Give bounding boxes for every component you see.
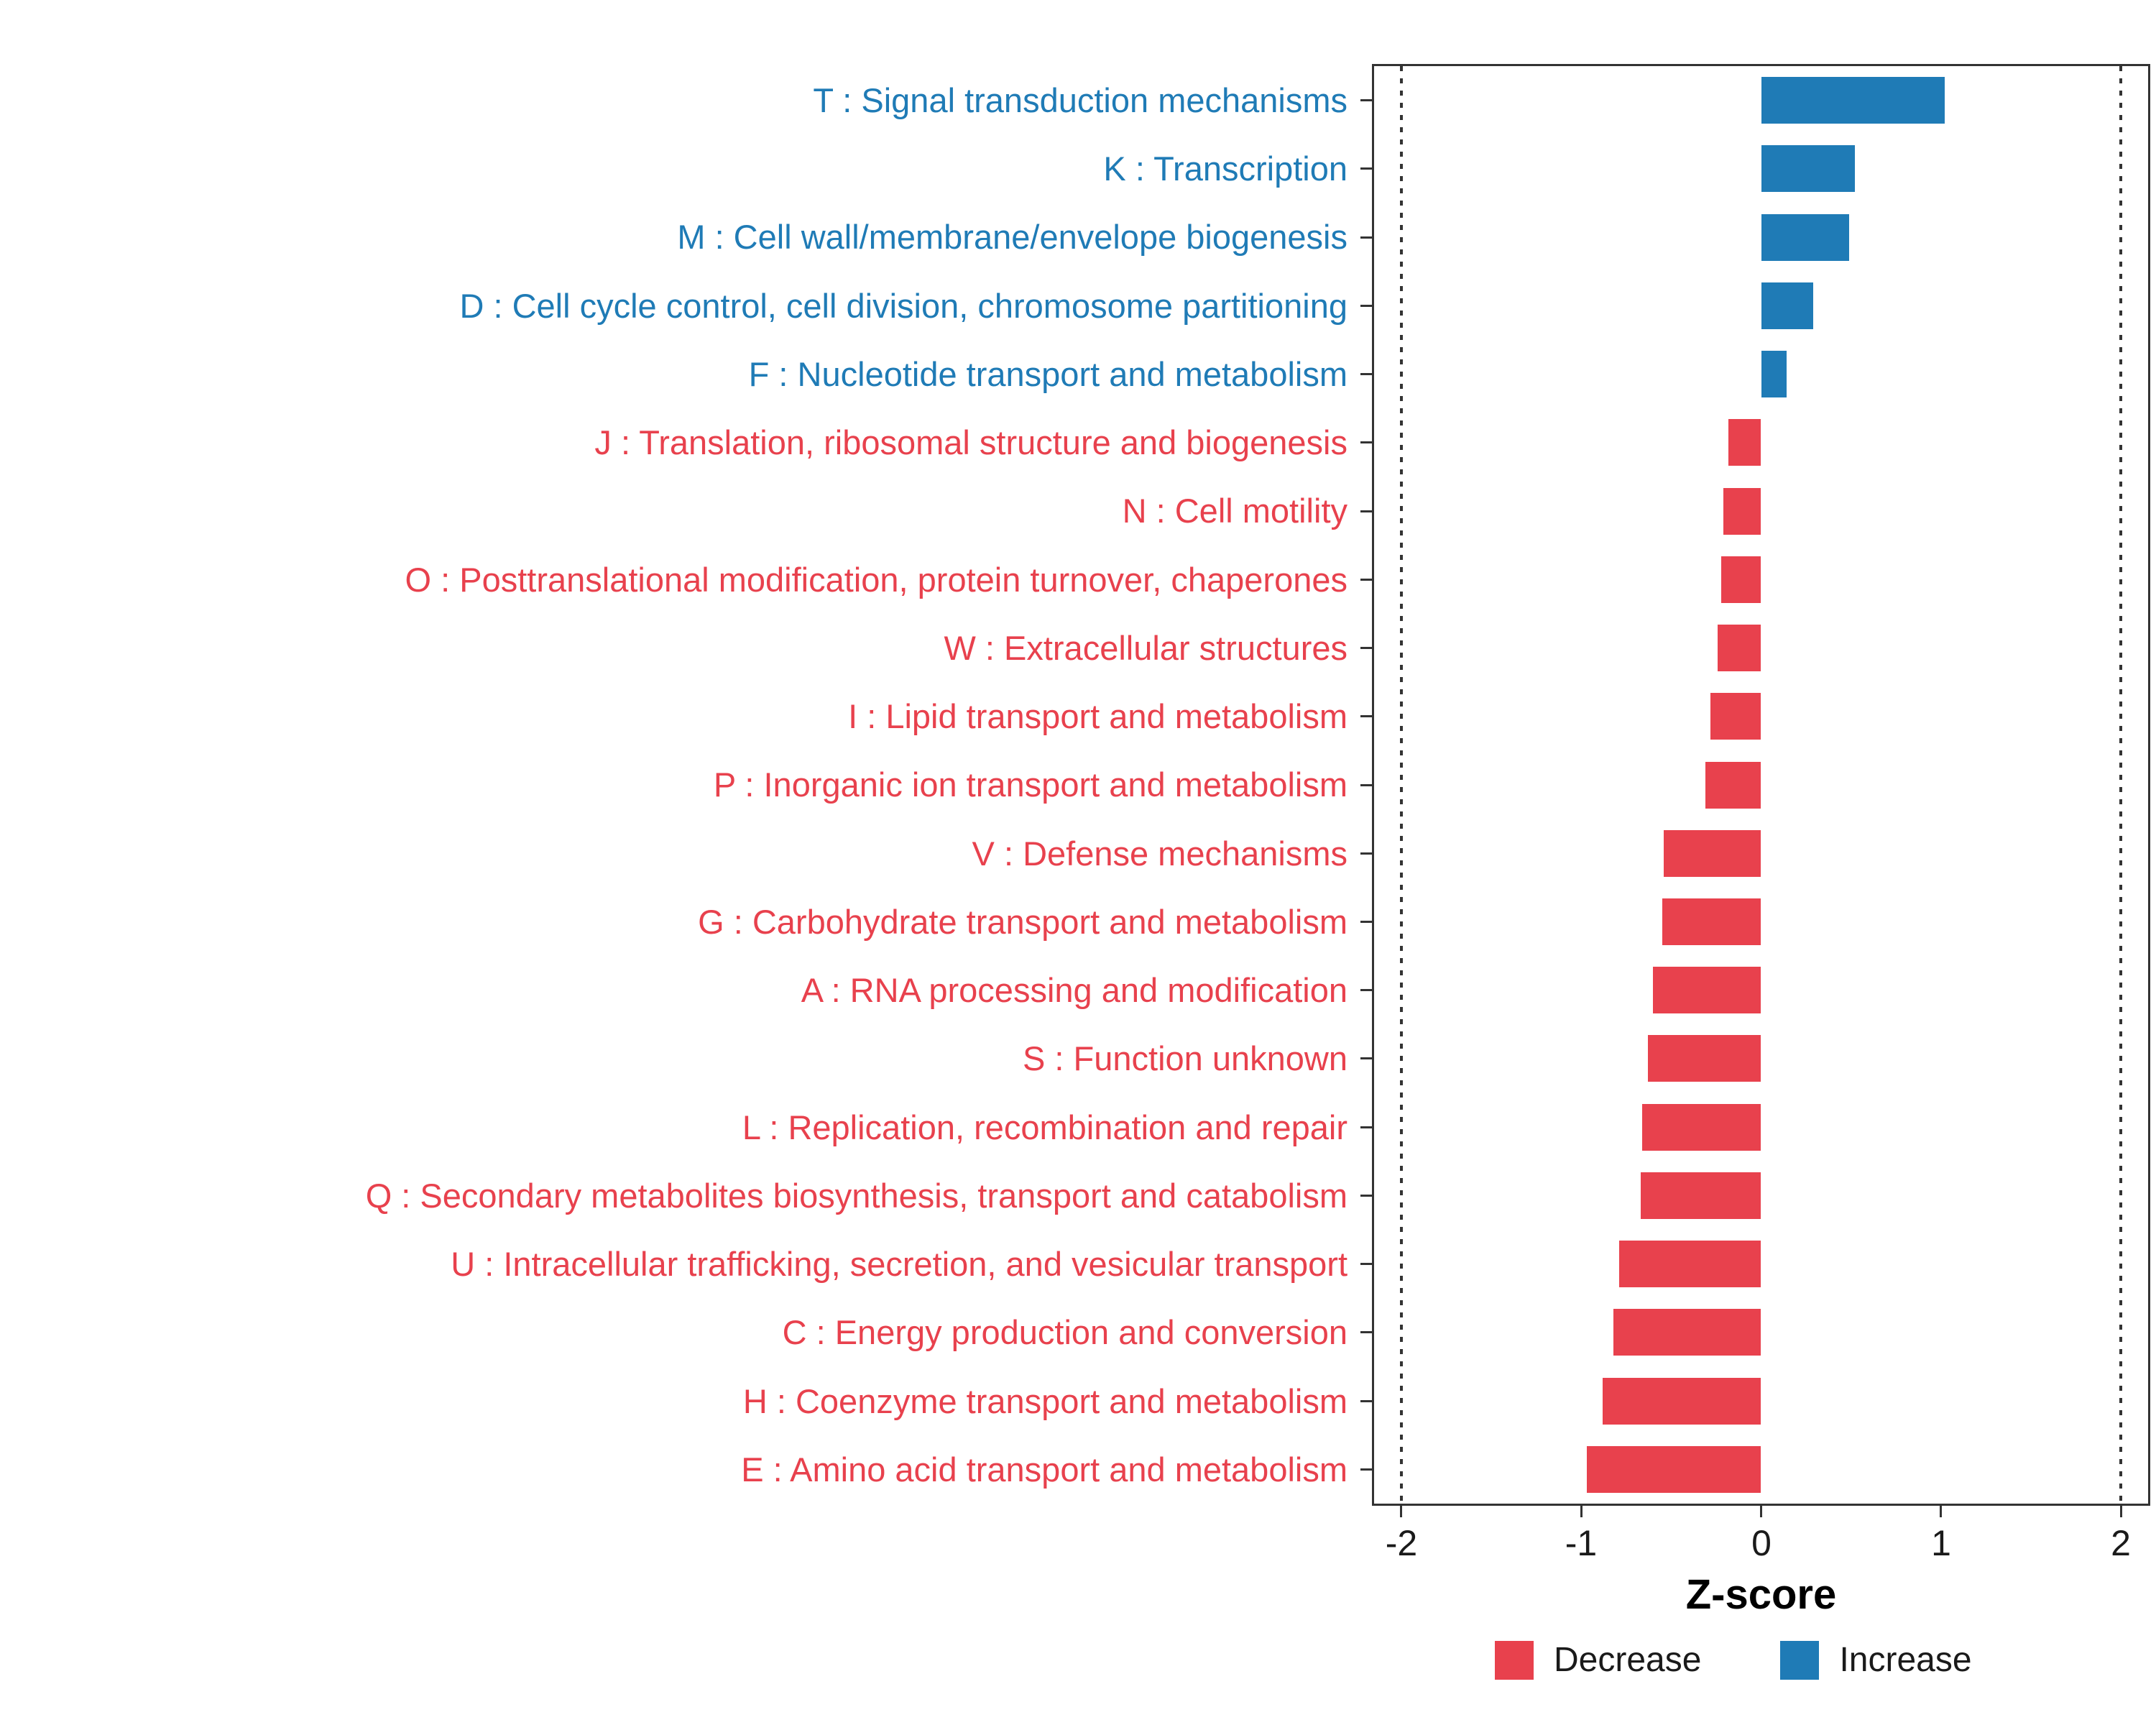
bar-Q xyxy=(1640,1172,1761,1219)
y-tick-F xyxy=(1360,373,1372,375)
category-label-V: V : Defense mechanisms xyxy=(972,834,1348,873)
y-tick-W xyxy=(1360,647,1372,649)
bar-F xyxy=(1761,351,1787,397)
category-label-N: N : Cell motility xyxy=(1122,492,1348,530)
legend: Decrease Increase xyxy=(1495,1640,1972,1680)
y-tick-Q xyxy=(1360,1195,1372,1197)
y-tick-A xyxy=(1360,989,1372,991)
y-tick-O xyxy=(1360,579,1372,581)
x-tick-label-2: 2 xyxy=(2111,1523,2131,1563)
category-label-P: P : Inorganic ion transport and metaboli… xyxy=(713,765,1348,804)
category-label-S: S : Function unknown xyxy=(1023,1039,1348,1078)
y-tick-N xyxy=(1360,510,1372,512)
y-tick-L xyxy=(1360,1126,1372,1128)
y-tick-I xyxy=(1360,715,1372,717)
y-tick-H xyxy=(1360,1400,1372,1402)
category-label-G: G : Carbohydrate transport and metabolis… xyxy=(698,902,1348,941)
legend-item-increase: Increase xyxy=(1780,1640,1972,1680)
bar-E xyxy=(1586,1446,1761,1493)
y-tick-C xyxy=(1360,1331,1372,1333)
category-label-D: D : Cell cycle control, cell division, c… xyxy=(459,286,1348,325)
y-tick-K xyxy=(1360,167,1372,170)
y-tick-J xyxy=(1360,441,1372,443)
bar-I xyxy=(1710,693,1761,740)
bar-J xyxy=(1728,419,1761,466)
bar-H xyxy=(1603,1378,1761,1425)
category-label-T: T : Signal transduction mechanisms xyxy=(813,81,1348,119)
y-tick-T xyxy=(1360,99,1372,101)
category-label-Q: Q : Secondary metabolites biosynthesis, … xyxy=(365,1176,1348,1215)
legend-label-increase: Increase xyxy=(1839,1641,1972,1679)
reference-line--2 xyxy=(1399,66,1403,1504)
category-label-F: F : Nucleotide transport and metabolism xyxy=(748,354,1348,393)
bar-W xyxy=(1718,625,1761,671)
category-label-W: W : Extracellular structures xyxy=(944,628,1348,667)
x-tick-label--1: -1 xyxy=(1565,1523,1598,1563)
bar-T xyxy=(1761,77,1945,124)
y-tick-V xyxy=(1360,852,1372,855)
category-label-C: C : Energy production and conversion xyxy=(782,1313,1348,1352)
plot-panel xyxy=(1372,64,2150,1506)
bar-D xyxy=(1761,282,1814,329)
bar-L xyxy=(1642,1104,1761,1151)
category-labels: T : Signal transduction mechanisms K : Tr… xyxy=(365,81,1348,1489)
legend-item-decrease: Decrease xyxy=(1495,1640,1701,1680)
x-axis-title: Z-score xyxy=(1685,1571,1837,1618)
x-tick-0 xyxy=(1760,1506,1762,1517)
category-label-A: A : RNA processing and modification xyxy=(801,971,1348,1010)
y-tick-M xyxy=(1360,236,1372,239)
category-label-K: K : Transcription xyxy=(1103,150,1348,188)
category-label-I: I : Lipid transport and metabolism xyxy=(848,697,1348,736)
x-tick-1 xyxy=(1940,1506,1942,1517)
y-tick-P xyxy=(1360,784,1372,786)
bar-C xyxy=(1613,1309,1761,1356)
bar-N xyxy=(1723,488,1761,535)
bar-O xyxy=(1721,556,1761,603)
category-label-M: M : Cell wall/membrane/envelope biogenes… xyxy=(677,218,1348,257)
bar-V xyxy=(1664,830,1761,877)
category-label-E: E : Amino acid transport and metabolism xyxy=(741,1450,1348,1489)
category-label-J: J : Translation, ribosomal structure and… xyxy=(594,423,1348,462)
x-tick-label-1: 1 xyxy=(1931,1523,1951,1563)
x-tick--2 xyxy=(1400,1506,1402,1517)
x-tick--1 xyxy=(1580,1506,1583,1517)
bar-K xyxy=(1761,145,1855,192)
x-tick-label--2: -2 xyxy=(1385,1523,1418,1563)
bar-A xyxy=(1653,967,1761,1013)
legend-swatch-increase xyxy=(1780,1640,1820,1680)
category-label-L: L : Replication, recombination and repai… xyxy=(742,1108,1348,1146)
legend-label-decrease: Decrease xyxy=(1554,1641,1702,1679)
category-label-O: O : Posttranslational modification, prot… xyxy=(405,560,1348,599)
legend-swatch-decrease xyxy=(1495,1640,1534,1680)
category-label-H: H : Coenzyme transport and metabolism xyxy=(742,1381,1348,1420)
bar-M xyxy=(1761,214,1850,261)
reference-line-2 xyxy=(2119,66,2123,1504)
y-tick-E xyxy=(1360,1468,1372,1471)
bar-U xyxy=(1618,1241,1761,1287)
category-label-U: U : Intracellular trafficking, secretion… xyxy=(451,1245,1348,1284)
x-tick-label-0: 0 xyxy=(1751,1523,1772,1563)
y-tick-S xyxy=(1360,1057,1372,1059)
bar-S xyxy=(1647,1035,1761,1082)
x-tick-2 xyxy=(2120,1506,2122,1517)
bar-G xyxy=(1662,898,1761,945)
y-tick-D xyxy=(1360,305,1372,307)
y-tick-G xyxy=(1360,921,1372,923)
bar-P xyxy=(1705,762,1761,809)
y-tick-U xyxy=(1360,1263,1372,1265)
